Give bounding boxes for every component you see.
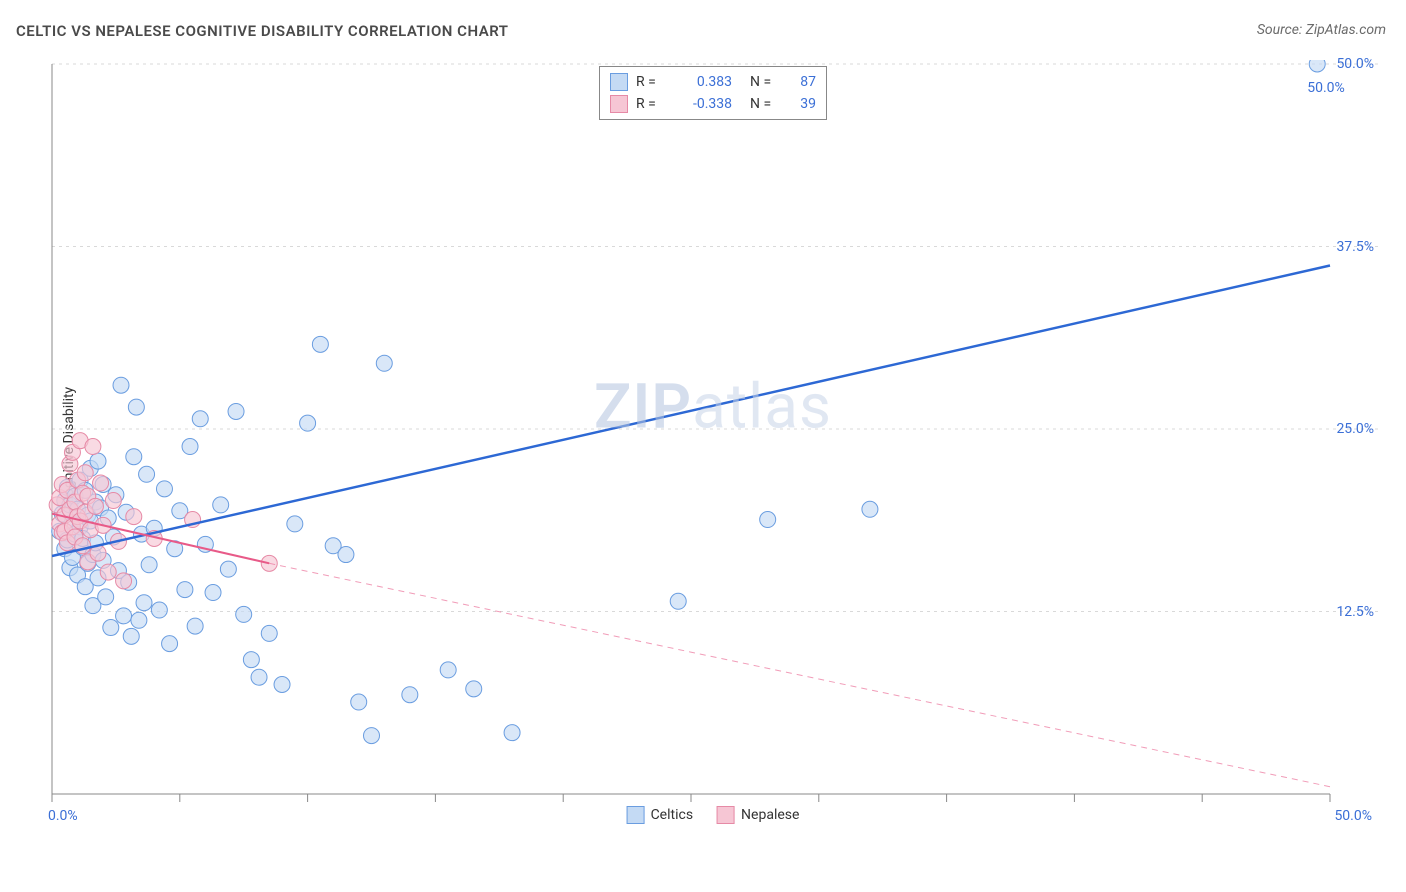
data-point-label: 50.0% xyxy=(1307,80,1345,96)
chart-container: CELTIC VS NEPALESE COGNITIVE DISABILITY … xyxy=(0,0,1406,892)
n-value: 39 xyxy=(786,96,816,112)
legend-swatch xyxy=(627,806,645,824)
y-tick-label: 12.5% xyxy=(1336,604,1374,620)
series-legend: Celtics Nepalese xyxy=(627,806,800,824)
x-axis-min-label: 0.0% xyxy=(48,808,78,824)
n-label: N = xyxy=(750,96,778,112)
legend-swatch xyxy=(717,806,735,824)
chart-title: CELTIC VS NEPALESE COGNITIVE DISABILITY … xyxy=(16,22,509,40)
legend-stat-row: R = -0.338 N = 39 xyxy=(610,93,816,115)
legend-item: Nepalese xyxy=(717,806,799,824)
n-value: 87 xyxy=(786,74,816,90)
legend-label: Nepalese xyxy=(741,807,799,823)
y-tick-label: 37.5% xyxy=(1336,239,1374,255)
correlation-legend: R = 0.383 N = 87 R = -0.338 N = 39 xyxy=(599,66,827,120)
r-label: R = xyxy=(636,74,664,90)
r-value: -0.338 xyxy=(672,96,732,112)
source-attribution: Source: ZipAtlas.com xyxy=(1257,22,1386,38)
legend-label: Celtics xyxy=(651,807,693,823)
r-label: R = xyxy=(636,96,664,112)
legend-stat-row: R = 0.383 N = 87 xyxy=(610,71,816,93)
n-label: N = xyxy=(750,74,778,90)
x-axis-max-label: 50.0% xyxy=(1334,808,1372,824)
legend-swatch xyxy=(610,95,628,113)
scatter-plot-svg xyxy=(48,60,1378,830)
legend-swatch xyxy=(610,73,628,91)
plot-area: ZIPatlas R =0.383N =87R =-0.338N =39 Cel… xyxy=(48,60,1378,830)
r-value: 0.383 xyxy=(672,74,732,90)
y-tick-label: 25.0% xyxy=(1336,421,1374,437)
y-tick-label: 50.0% xyxy=(1336,56,1374,72)
legend-item: Celtics xyxy=(627,806,693,824)
